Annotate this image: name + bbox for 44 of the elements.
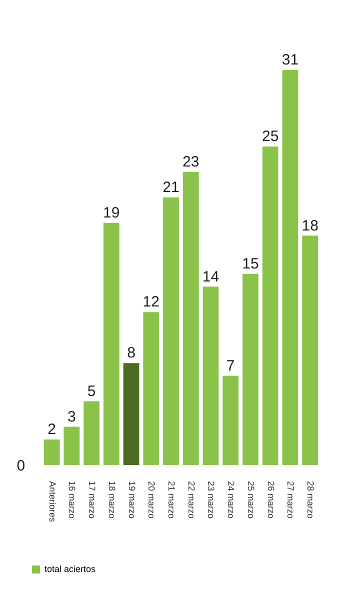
data-label: 23 [182,154,200,171]
bar [242,274,258,465]
data-label: 14 [202,268,220,286]
x-tick-label: 16 marzo [67,481,78,519]
bar [44,440,60,465]
x-tick-label: 19 marzo [126,481,137,519]
data-label: 7 [226,357,235,374]
bar [282,70,298,465]
data-label: 8 [127,344,136,362]
bar [182,172,199,465]
bar [302,236,318,465]
x-tick-label: 17 marzo [87,481,98,519]
data-label: 31 [282,52,299,69]
bar [222,376,239,465]
data-label: 3 [67,408,76,426]
x-tick-label: 28 marzo [306,481,316,519]
bar [64,426,80,465]
x-tick-label: 27 marzo [286,481,296,519]
x-tick-label: 26 marzo [266,481,276,519]
data-label: 19 [103,204,120,222]
data-label: 12 [142,294,160,311]
data-label: 5 [87,382,96,400]
bar [143,312,160,465]
x-tick-label: 18 marzo [106,481,117,519]
bar [123,363,140,465]
data-label: 15 [242,256,259,273]
bar [103,222,120,465]
x-tick-label: 22 marzo [186,481,196,519]
bar [163,197,179,465]
bar [84,401,100,465]
data-label: 2 [48,421,56,438]
bar [262,146,278,465]
x-tick-label: 20 marzo [146,481,157,519]
bar [202,286,219,465]
data-label: 25 [262,128,279,146]
x-tick-label: Anteriores [47,481,58,523]
data-label: 18 [302,217,318,234]
x-tick-label: 23 marzo [206,481,216,519]
x-tick-label: 21 marzo [166,481,177,519]
legend-label: total aciertos [44,564,96,574]
x-tick-label: 25 marzo [246,481,256,519]
data-label: 21 [162,179,180,196]
data-label: 0 [16,458,26,475]
x-tick-label: 24 marzo [226,481,236,519]
